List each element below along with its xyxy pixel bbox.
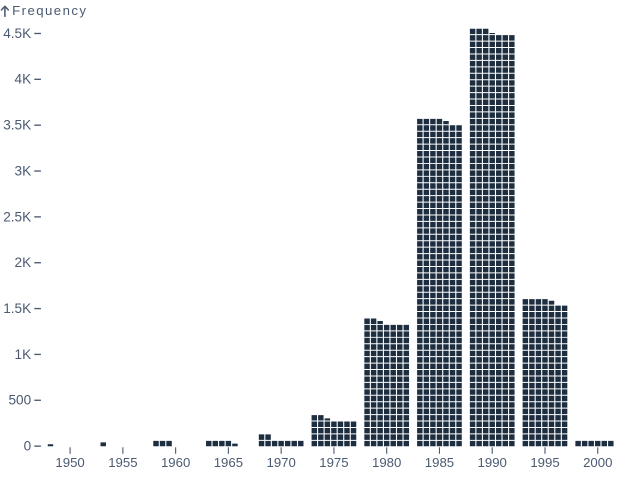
svg-text:1960: 1960 xyxy=(161,455,190,470)
svg-text:1950: 1950 xyxy=(55,455,84,470)
svg-text:1990: 1990 xyxy=(478,455,507,470)
svg-text:Frequency: Frequency xyxy=(12,3,87,18)
svg-text:1985: 1985 xyxy=(425,455,454,470)
svg-text:2000: 2000 xyxy=(583,455,612,470)
svg-text:1980: 1980 xyxy=(372,455,401,470)
svg-text:2K: 2K xyxy=(15,255,32,270)
svg-text:3K: 3K xyxy=(15,163,32,178)
svg-text:4K: 4K xyxy=(15,72,32,87)
svg-text:4.5K: 4.5K xyxy=(3,26,31,41)
svg-text:1.5K: 1.5K xyxy=(3,301,31,316)
svg-text:3.5K: 3.5K xyxy=(3,118,31,133)
svg-text:1995: 1995 xyxy=(530,455,559,470)
svg-text:500: 500 xyxy=(9,393,32,408)
svg-text:1955: 1955 xyxy=(108,455,137,470)
svg-text:1970: 1970 xyxy=(266,455,295,470)
svg-text:1K: 1K xyxy=(15,347,32,362)
svg-text:0: 0 xyxy=(24,439,32,454)
svg-text:1965: 1965 xyxy=(214,455,243,470)
svg-text:2.5K: 2.5K xyxy=(3,209,31,224)
svg-text:1975: 1975 xyxy=(319,455,348,470)
